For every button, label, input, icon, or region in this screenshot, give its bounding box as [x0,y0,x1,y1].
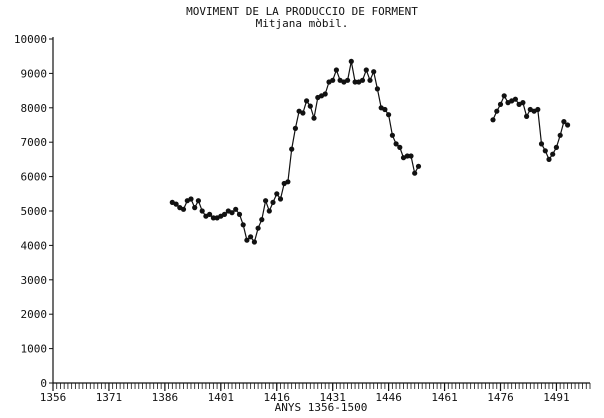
data-point [199,208,205,214]
data-point [330,77,336,83]
data-point [542,148,548,154]
data-point [371,69,377,75]
data-point [352,79,358,85]
data-point [520,100,526,106]
data-point [501,93,507,99]
data-point [233,206,239,212]
data-point [221,211,228,217]
y-tick-label: 8000 [21,102,48,115]
x-tick-label: 1431 [319,391,346,404]
y-tick-label: 7000 [21,136,48,149]
data-point [322,91,328,97]
data-point [386,112,392,118]
data-point [311,115,317,121]
y-tick-label: 6000 [21,171,48,184]
data-point [333,67,339,73]
x-tick-labels: 1356 1371 1386 1401 1416 1431 1446 1461 1476 1491 [40,391,570,404]
y-tick-labels: 0 1000 2000 3000 4000 5000 6000 7000 8000 9000 100… [14,33,47,390]
x-tick-label: 1461 [431,391,458,404]
y-tick-label: 5000 [21,205,48,218]
data-point [251,239,257,245]
data-point [389,132,395,138]
data-point [374,86,380,92]
data-point [180,206,187,212]
y-tick-label: 4000 [21,239,48,252]
data-point [248,234,254,240]
data-point [266,208,272,214]
x-tick-label: 1416 [264,391,291,404]
data-point [255,225,261,231]
data-point [307,103,313,109]
data-point [367,77,373,83]
axes [49,37,590,391]
chart-subtitle: Mitjana mòbil. [256,17,349,30]
data-point [415,163,422,169]
data-point [404,153,410,159]
data-point [512,96,519,102]
data-point [393,141,399,147]
data-point [359,77,366,83]
data-point [300,110,306,116]
data-point [229,210,235,216]
x-tick-label: 1476 [487,391,514,404]
data-point [490,117,496,123]
data-point [557,132,563,138]
data-point [497,101,504,107]
data-point [240,222,246,228]
x-tick-label: 1386 [152,391,179,404]
data-point [188,196,194,202]
x-axis-label: ANYS 1356-1500 [275,401,368,414]
y-tick-label: 2000 [21,308,48,321]
data-point [289,146,295,152]
data-point [494,108,500,114]
data-point [192,205,198,211]
data-point [274,191,280,197]
data-point [345,77,351,83]
data-point [236,211,243,217]
data-point [207,211,213,217]
x-minor-ticks [52,383,591,389]
data-point [348,58,354,64]
series-points [169,58,571,245]
data-point [524,113,530,119]
data-point [363,67,369,73]
data-point [550,151,556,157]
data-point [277,196,284,202]
x-tick-label: 1446 [375,391,402,404]
x-tick-label: 1401 [208,391,235,404]
data-point [546,156,552,162]
x-tick-label: 1356 [40,391,67,404]
y-tick-label: 0 [40,377,47,390]
x-tick-label: 1371 [96,391,123,404]
data-point [538,141,545,147]
data-point [270,199,276,205]
data-point [535,106,541,113]
data-point [173,201,179,207]
y-tick-label: 9000 [21,67,48,80]
data-point [412,170,418,176]
y-tick-label: 1000 [21,343,48,356]
data-point [565,122,571,128]
data-point [244,237,250,243]
data-point [553,144,560,150]
y-tick-label: 3000 [21,274,48,287]
data-point [292,125,298,131]
data-point [304,98,310,104]
chart-title: MOVIMENT DE LA PRODUCCIO DE FORMENT [186,5,418,18]
x-tick-label: 1491 [543,391,570,404]
data-point [263,198,269,204]
data-point [259,217,265,223]
data-point [397,144,403,150]
data-point [285,179,291,185]
data-point [210,215,216,221]
data-point [408,153,414,159]
y-tick-label: 10000 [14,33,47,46]
data-point [561,119,567,125]
data-point [195,198,201,204]
data-point [382,106,388,113]
